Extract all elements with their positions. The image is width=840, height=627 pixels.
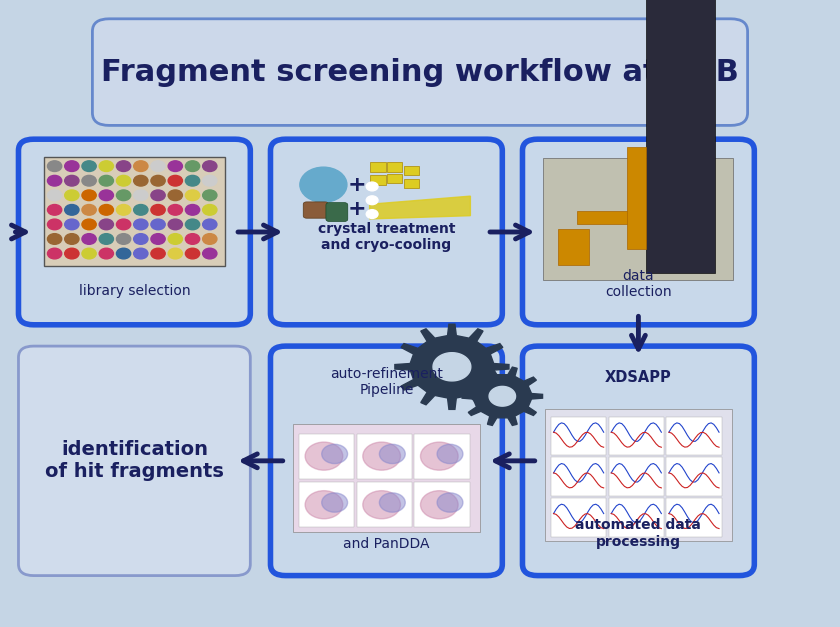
Circle shape: [186, 190, 200, 201]
FancyBboxPatch shape: [627, 147, 646, 249]
Circle shape: [168, 176, 182, 186]
Polygon shape: [433, 353, 470, 381]
Circle shape: [117, 234, 131, 245]
Circle shape: [47, 248, 62, 259]
FancyBboxPatch shape: [404, 166, 419, 175]
Circle shape: [202, 248, 217, 259]
Text: library selection: library selection: [79, 284, 190, 298]
FancyBboxPatch shape: [18, 346, 250, 576]
Circle shape: [117, 204, 131, 215]
Circle shape: [65, 161, 79, 172]
FancyBboxPatch shape: [299, 434, 354, 479]
FancyBboxPatch shape: [609, 416, 664, 455]
Circle shape: [82, 234, 97, 245]
Circle shape: [202, 190, 217, 201]
Circle shape: [65, 219, 79, 229]
FancyBboxPatch shape: [522, 346, 754, 576]
FancyBboxPatch shape: [303, 202, 328, 218]
FancyBboxPatch shape: [558, 229, 589, 265]
Text: Fragment screening workflow at HZB: Fragment screening workflow at HZB: [101, 58, 739, 87]
Circle shape: [99, 219, 113, 229]
Circle shape: [99, 248, 113, 259]
Circle shape: [117, 176, 131, 186]
Circle shape: [65, 204, 79, 215]
Circle shape: [202, 234, 217, 245]
Circle shape: [117, 248, 131, 259]
Circle shape: [186, 204, 200, 215]
FancyBboxPatch shape: [387, 174, 402, 183]
FancyBboxPatch shape: [609, 498, 664, 537]
Circle shape: [117, 161, 131, 172]
Circle shape: [186, 234, 200, 245]
Circle shape: [47, 190, 62, 201]
Text: data
collection: data collection: [605, 269, 672, 299]
FancyBboxPatch shape: [18, 139, 250, 325]
FancyBboxPatch shape: [270, 139, 502, 325]
Circle shape: [82, 176, 97, 186]
Circle shape: [151, 219, 165, 229]
FancyBboxPatch shape: [666, 498, 722, 537]
Circle shape: [82, 161, 97, 172]
FancyBboxPatch shape: [543, 159, 733, 280]
Polygon shape: [462, 367, 543, 425]
Circle shape: [134, 161, 148, 172]
FancyBboxPatch shape: [666, 457, 722, 496]
Text: XDSAPP: XDSAPP: [605, 370, 672, 385]
Circle shape: [421, 491, 458, 519]
Circle shape: [363, 491, 401, 519]
Text: automated data
processing: automated data processing: [575, 519, 701, 549]
Circle shape: [82, 248, 97, 259]
FancyBboxPatch shape: [609, 457, 664, 496]
Circle shape: [151, 161, 165, 172]
Circle shape: [437, 445, 463, 463]
Text: +: +: [348, 199, 366, 219]
Circle shape: [168, 161, 182, 172]
Text: and PanDDA: and PanDDA: [344, 537, 429, 551]
FancyBboxPatch shape: [387, 162, 402, 172]
Circle shape: [186, 161, 200, 172]
Circle shape: [380, 493, 405, 512]
FancyBboxPatch shape: [522, 139, 754, 325]
FancyBboxPatch shape: [326, 203, 348, 221]
FancyBboxPatch shape: [551, 416, 606, 455]
Circle shape: [47, 176, 62, 186]
FancyBboxPatch shape: [44, 157, 225, 266]
FancyBboxPatch shape: [545, 409, 732, 541]
Circle shape: [202, 161, 217, 172]
Circle shape: [168, 234, 182, 245]
Polygon shape: [395, 324, 509, 409]
Circle shape: [305, 442, 343, 470]
Circle shape: [134, 204, 148, 215]
Circle shape: [47, 204, 62, 215]
Circle shape: [65, 248, 79, 259]
Circle shape: [437, 493, 463, 512]
Circle shape: [366, 209, 378, 218]
Circle shape: [202, 176, 217, 186]
Polygon shape: [489, 386, 516, 406]
Text: +: +: [348, 175, 366, 195]
Circle shape: [366, 182, 378, 191]
Circle shape: [151, 248, 165, 259]
Circle shape: [47, 234, 62, 245]
Circle shape: [186, 248, 200, 259]
Circle shape: [99, 204, 113, 215]
Circle shape: [151, 190, 165, 201]
Circle shape: [99, 190, 113, 201]
Circle shape: [202, 204, 217, 215]
Circle shape: [305, 491, 343, 519]
Circle shape: [202, 219, 217, 229]
Circle shape: [82, 219, 97, 229]
Circle shape: [151, 234, 165, 245]
Circle shape: [65, 190, 79, 201]
Circle shape: [134, 219, 148, 229]
FancyBboxPatch shape: [92, 19, 748, 125]
Circle shape: [322, 445, 348, 463]
FancyBboxPatch shape: [414, 434, 470, 479]
Circle shape: [99, 176, 113, 186]
FancyBboxPatch shape: [666, 416, 722, 455]
Circle shape: [168, 190, 182, 201]
Circle shape: [134, 248, 148, 259]
FancyBboxPatch shape: [551, 498, 606, 537]
Text: crystal treatment
and cryo-cooling: crystal treatment and cryo-cooling: [318, 222, 455, 252]
